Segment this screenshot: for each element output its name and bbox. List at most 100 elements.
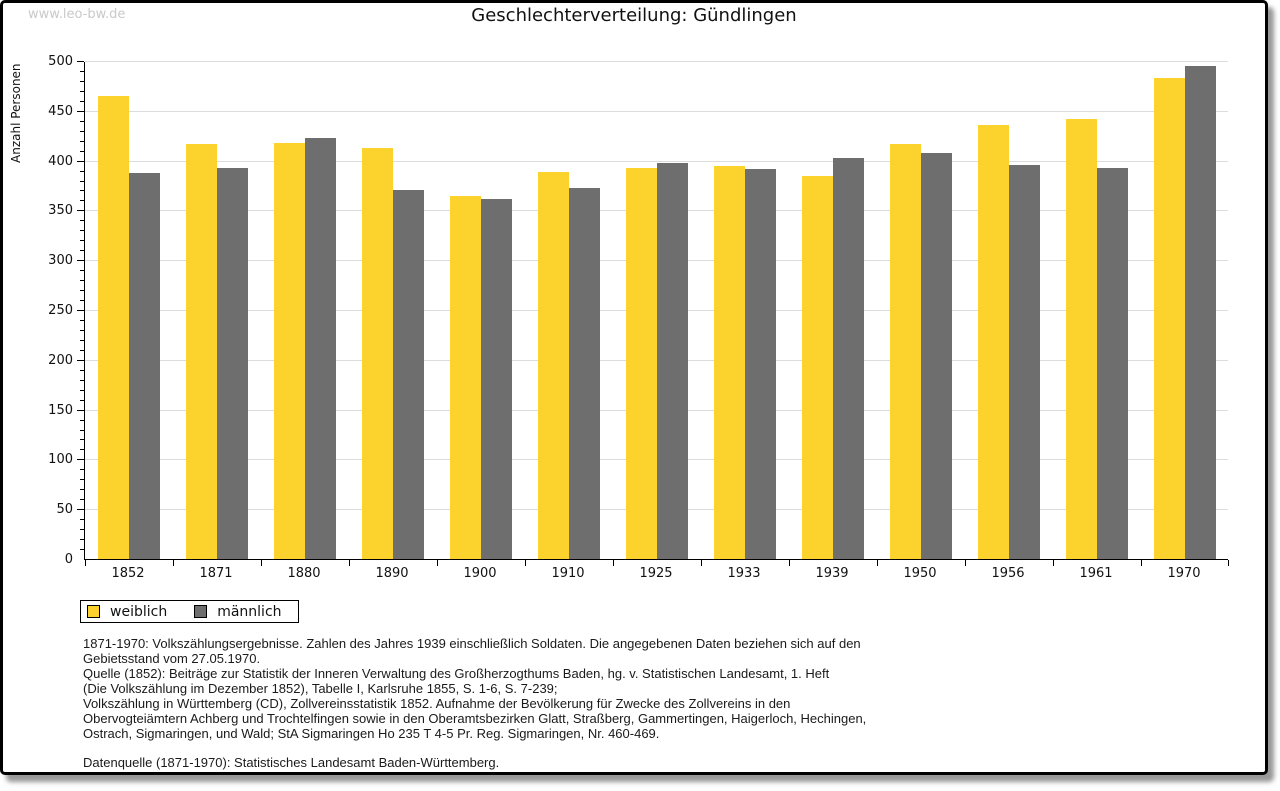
source-note-line: Quelle (1852): Beiträge zur Statistik de… (83, 666, 830, 681)
x-tick-label: 1910 (551, 566, 585, 581)
bar-weiblich-1890 (362, 147, 393, 559)
source-note-line: Ostrach, Sigmaringen, und Wald; StA Sigm… (83, 726, 660, 741)
x-tick-label: 1939 (815, 566, 849, 581)
y-minor-tick (80, 479, 84, 481)
y-minor-tick (80, 280, 84, 282)
x-tick-label: 1880 (287, 566, 321, 581)
x-tick (261, 560, 262, 566)
bar-männlich-1950 (921, 152, 952, 559)
source-notes: 1871-1970: Volkszählungsergebnisse. Zahl… (83, 636, 866, 770)
x-tick (85, 560, 86, 566)
x-tick (1053, 560, 1054, 566)
bar-männlich-1925 (657, 162, 688, 559)
y-tick-label: 350 (48, 203, 73, 219)
y-major-tick (77, 61, 84, 62)
y-major-tick (77, 409, 84, 411)
bar-weiblich-1970 (1154, 77, 1185, 559)
y-minor-tick (80, 489, 84, 491)
y-minor-tick (80, 70, 84, 72)
y-minor-tick (80, 200, 84, 202)
y-minor-tick (80, 319, 84, 321)
source-note-line: Gebietsstand vom 27.05.1970. (83, 651, 261, 666)
y-minor-tick (80, 180, 84, 182)
source-note-line: (Die Volkszählung im Dezember 1852), Tab… (83, 681, 558, 696)
y-major-tick (77, 110, 84, 112)
bar-weiblich-1900 (450, 196, 481, 559)
source-note-line: 1871-1970: Volkszählungsergebnisse. Zahl… (83, 636, 861, 651)
x-tick-label: 1950 (903, 566, 937, 581)
y-minor-tick (80, 80, 84, 82)
x-tick-label: 1961 (1079, 566, 1113, 581)
x-tick-label: 1900 (463, 566, 497, 581)
bar-weiblich-1925 (626, 167, 657, 559)
x-tick-label: 1956 (991, 566, 1025, 581)
bar-männlich-1910 (569, 187, 600, 559)
y-minor-tick (80, 539, 84, 541)
y-minor-tick (80, 329, 84, 331)
x-tick-label: 1970 (1167, 566, 1201, 581)
legend-swatch-icon (87, 605, 100, 618)
legend-swatch-icon (194, 605, 208, 618)
y-minor-tick (80, 389, 84, 391)
y-tick-label: 150 (48, 402, 73, 418)
bar-männlich-1890 (393, 190, 424, 559)
x-tick-label: 1890 (375, 566, 409, 581)
gridline (85, 160, 1228, 162)
bar-weiblich-1950 (890, 143, 921, 559)
y-minor-tick (80, 130, 84, 132)
y-minor-tick (80, 339, 84, 341)
y-minor-tick (80, 399, 84, 401)
legend-label: weiblich (110, 603, 168, 620)
bar-weiblich-1956 (978, 124, 1009, 559)
x-tick-label: 1852 (111, 566, 145, 581)
x-tick (877, 560, 878, 566)
chart-window: www.leo-bw.de Geschlechterverteilung: Gü… (0, 0, 1268, 775)
y-minor-tick (80, 270, 84, 272)
y-minor-tick (80, 90, 84, 92)
y-minor-tick (80, 379, 84, 381)
y-minor-tick (80, 519, 84, 521)
y-minor-tick (80, 290, 84, 292)
bar-weiblich-1871 (186, 143, 217, 559)
y-minor-tick (80, 369, 84, 371)
x-tick (1141, 560, 1142, 566)
y-minor-tick (80, 300, 84, 302)
legend-label: männlich (217, 603, 282, 620)
y-tick-label: 250 (48, 303, 73, 318)
plot-area: 0 50 100 150 200 250 300 350 400 450 500 (48, 54, 1229, 567)
bar-männlich-1871 (217, 167, 248, 559)
y-tick-label: 400 (48, 153, 73, 169)
x-tick (789, 560, 790, 566)
x-tick (349, 560, 350, 566)
y-major-tick (77, 459, 84, 461)
y-minor-tick (80, 499, 84, 501)
y-tick-label: 0 (64, 552, 73, 567)
bar-männlich-1956 (1009, 164, 1040, 559)
bar-männlich-1900 (481, 199, 512, 559)
y-minor-tick (80, 120, 84, 122)
x-tick (701, 560, 702, 566)
x-tick (525, 560, 526, 566)
bar-weiblich-1910 (538, 171, 569, 559)
y-tick-label: 500 (48, 54, 73, 69)
y-major-tick (77, 260, 84, 262)
y-minor-tick (80, 439, 84, 441)
bar-männlich-1880 (305, 137, 336, 559)
gridline (85, 61, 1228, 62)
y-major-tick (77, 160, 84, 162)
y-tick-label: 300 (48, 253, 73, 269)
y-tick-label: 100 (48, 452, 73, 468)
x-tick (613, 560, 614, 566)
y-minor-tick (80, 240, 84, 242)
y-tick-label: 450 (48, 103, 73, 119)
x-tick-label: 1925 (639, 566, 673, 581)
y-minor-tick (80, 449, 84, 451)
y-minor-tick (80, 419, 84, 421)
y-minor-tick (80, 140, 84, 142)
y-minor-tick (80, 429, 84, 431)
y-minor-tick (80, 100, 84, 102)
x-tick (437, 560, 438, 566)
x-tick-label: 1871 (199, 566, 233, 581)
x-tick (1228, 560, 1229, 566)
bar-weiblich-1880 (274, 142, 305, 559)
